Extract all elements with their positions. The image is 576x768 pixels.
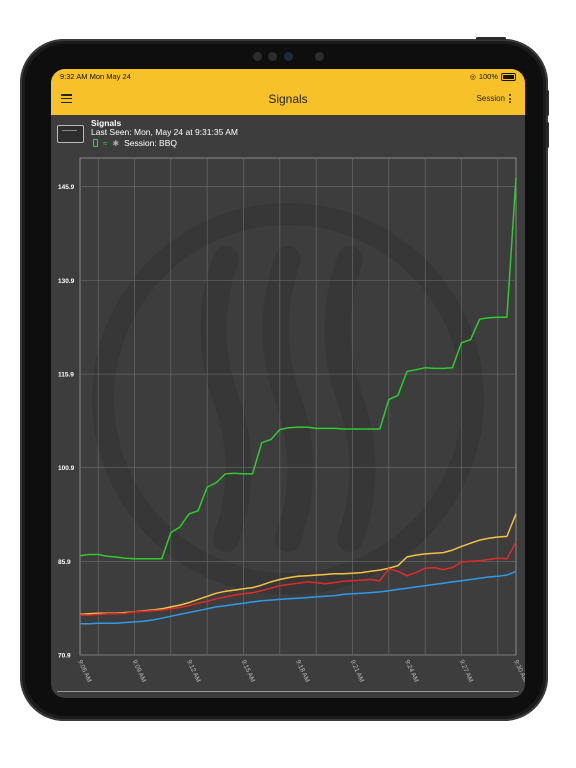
y-tick-label-3: 115.9: [58, 372, 74, 379]
battery-percent: 100%: [478, 72, 498, 81]
series-line-blue: [80, 570, 517, 625]
top-button: [476, 37, 506, 40]
app-bar: Signals Session: [51, 83, 525, 115]
device-name: Signals: [91, 118, 122, 128]
sensor-dot: [315, 52, 324, 61]
chart-watermark: [92, 203, 484, 595]
series-line-red: [80, 541, 517, 616]
series-line-green: [79, 177, 517, 560]
x-tick-label-0: 9:06 AM: [76, 659, 92, 684]
device-wifi-icon: ≈: [103, 138, 108, 148]
page-title: Signals: [268, 92, 308, 106]
status-bar: 9:32 AM Mon May 24 ◎ 100%: [51, 69, 525, 83]
status-right: ◎ 100%: [470, 72, 516, 81]
thermometer-device-icon: [57, 125, 84, 143]
camera-left-dot: [253, 52, 262, 61]
y-tick-label-2: 100.9: [58, 465, 75, 472]
y-tick-label-5: 145.9: [58, 184, 75, 191]
device-info-panel[interactable]: Signals Last Seen: Mon, May 24 at 9:31:3…: [51, 115, 525, 155]
y-tick-label-0: 70.9: [58, 653, 71, 660]
device-battery-icon: [93, 139, 98, 147]
session-button-label: Session: [476, 94, 505, 103]
camera-dot: [268, 52, 277, 61]
camera-lens: [284, 52, 293, 61]
chart-grid: [79, 157, 517, 656]
more-vertical-icon: [509, 94, 511, 103]
x-tick-label-2: 9:12 AM: [185, 659, 201, 684]
x-tick-label-6: 9:24 AM: [403, 659, 419, 684]
x-tick-label-7: 9:27 AM: [458, 659, 474, 684]
chart-series: [79, 177, 517, 625]
session-label: Session: BBQ: [124, 138, 178, 148]
bluetooth-icon: ✱: [112, 138, 120, 148]
volume-down-button: [546, 122, 549, 148]
temperature-chart[interactable]: 70.9 85.9 100.9 115.9 130.9 145.9 9:06 AM 9:09…: [51, 69, 525, 698]
volume-up-button: [546, 90, 549, 116]
status-time: 9:32 AM Mon May 24: [60, 72, 131, 81]
battery-icon: [501, 72, 516, 81]
wifi-icon: ◎: [469, 73, 476, 81]
device-status-row: ≈ ✱ Session: BBQ: [93, 138, 177, 148]
x-axis: 9:06 AM 9:09 AM 9:12 AM 9:15 AM 9:18 AM 9:21 …: [76, 659, 525, 684]
x-tick-label-5: 9:21 AM: [349, 659, 365, 684]
last-seen: Last Seen: Mon, May 24 at 9:31:35 AM: [91, 127, 238, 137]
session-button[interactable]: Session: [477, 94, 511, 103]
x-tick-label-1: 9:09 AM: [131, 659, 147, 684]
screen: 9:32 AM Mon May 24 ◎ 100% Signals Sessio…: [51, 69, 525, 698]
y-tick-label-4: 130.9: [58, 278, 75, 285]
x-tick-label-3: 9:15 AM: [240, 659, 256, 684]
y-axis: 70.9 85.9 100.9 115.9 130.9 145.9: [58, 184, 75, 659]
x-tick-label-8: 9:30 AM: [512, 659, 525, 684]
x-tick-label-4: 9:18 AM: [294, 659, 310, 684]
y-tick-label-1: 85.9: [58, 559, 71, 566]
hamburger-menu-icon[interactable]: [61, 94, 72, 104]
home-indicator: [57, 691, 519, 692]
